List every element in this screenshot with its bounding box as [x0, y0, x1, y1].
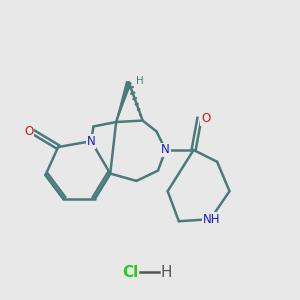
- Text: N: N: [161, 143, 170, 157]
- Text: NH: NH: [203, 213, 220, 226]
- Text: Cl: Cl: [122, 265, 138, 280]
- Text: H: H: [160, 265, 172, 280]
- Text: N: N: [87, 135, 95, 148]
- Text: H: H: [136, 76, 144, 86]
- Text: O: O: [24, 125, 33, 138]
- Text: O: O: [201, 112, 211, 125]
- Polygon shape: [116, 82, 131, 122]
